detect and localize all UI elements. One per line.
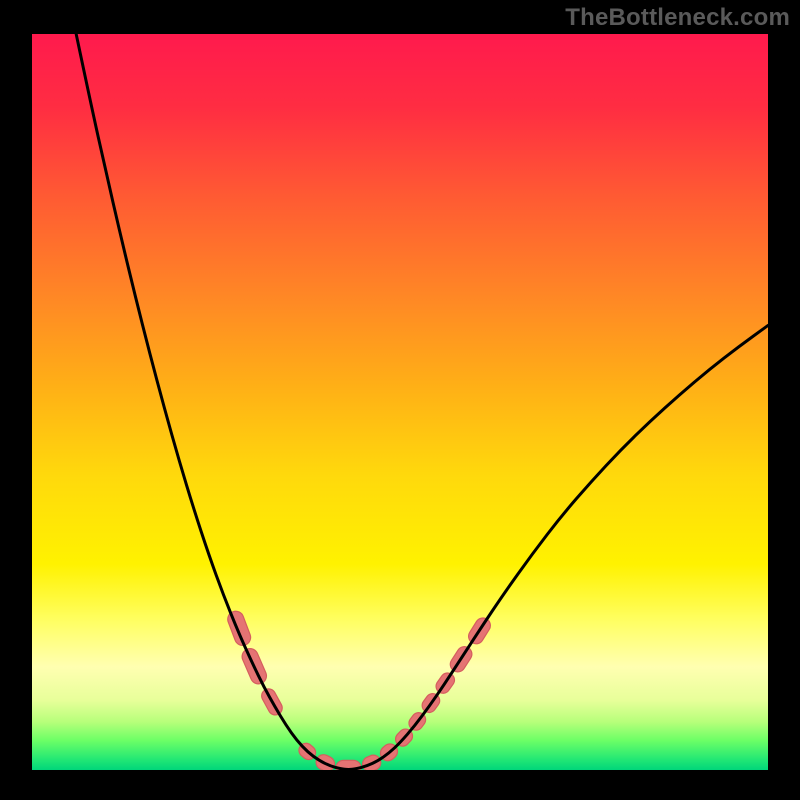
bottleneck-chart — [0, 0, 800, 800]
plot-area — [32, 34, 768, 775]
chart-container: { "meta": { "watermark": "TheBottleneck.… — [0, 0, 800, 800]
gradient-background — [32, 34, 768, 770]
watermark-text: TheBottleneck.com — [565, 4, 790, 32]
